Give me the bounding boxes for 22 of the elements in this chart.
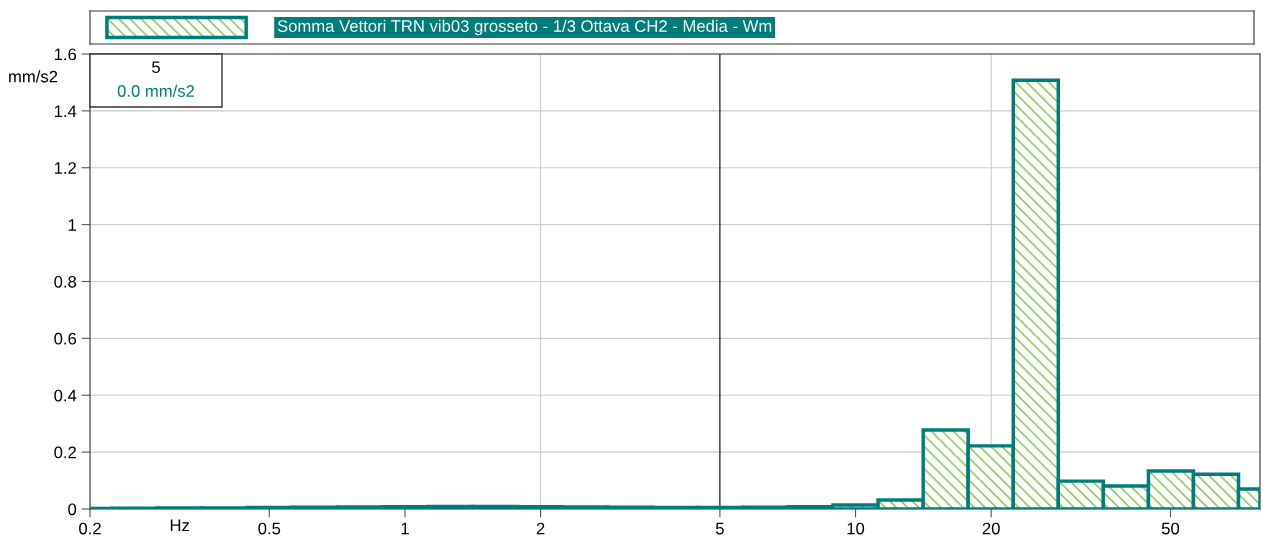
annotation: 0.0 mm/s2 [117,84,195,97]
y-tick-label: 0.8 [54,275,77,288]
y-tick-label: 1.4 [54,105,77,117]
x-axis-title: Hz [170,519,190,532]
x-tick-label: 10 [847,522,865,535]
x-tick-label: 0.5 [258,522,281,535]
text: Somma Vettori TRN vib03 grosseto - 1/3 Ottava CH2 - Media - Wm [277,19,772,36]
y-tick-label: 0.6 [54,332,77,345]
y-tick-label: 0.4 [54,389,77,402]
x-tick-label: 2 [536,522,545,535]
x-tick-label: 50 [1161,522,1180,535]
x-tick-label: 1 [401,522,409,535]
y-tick-label: 1.6 [54,48,77,61]
y-tick-label: 0 [68,503,77,516]
y-axis-title: mm/s2 [9,70,58,83]
annotation: 5 [152,61,160,74]
y-tick-label: 1.2 [54,162,76,174]
x-tick-label: 0.2 [79,522,101,535]
x-tick-label: 5 [715,522,724,535]
y-tick-label: 1 [68,219,76,231]
x-tick-label: 20 [982,522,1000,535]
y-tick-label: 0.2 [54,446,76,459]
